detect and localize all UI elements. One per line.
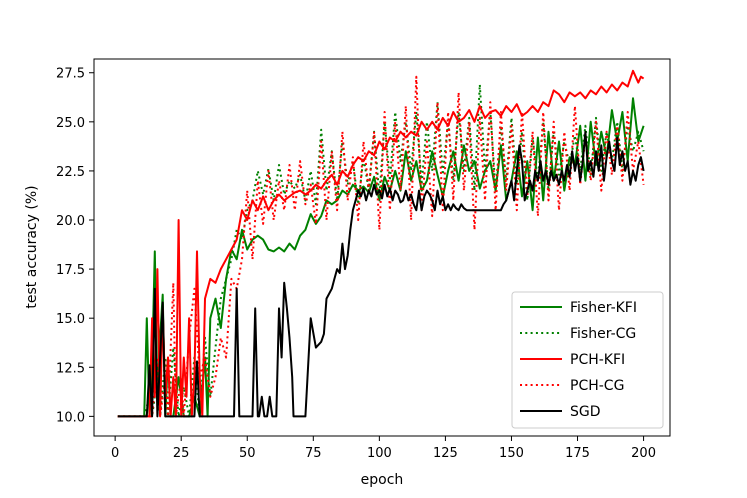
x-tick-label: 0	[111, 446, 119, 461]
y-axis-label: test accuracy (%)	[24, 185, 40, 308]
legend-label-sgd: SGD	[570, 404, 601, 420]
x-tick-label: 150	[499, 446, 524, 461]
series-layer	[117, 69, 645, 418]
y-tick-label: 12.5	[56, 361, 85, 376]
y-tick-label: 25.0	[56, 116, 85, 131]
legend-box	[511, 291, 664, 429]
y-tick-label: 15.0	[56, 312, 85, 327]
y-axis: 10.0 12.5 15.0 17.5 20.0 22.5 25.0 27.5	[56, 67, 94, 425]
x-axis: 0 25 50 75 100 125 150 175 200	[111, 436, 656, 461]
x-tick-label: 175	[565, 446, 590, 461]
x-tick-label: 200	[631, 446, 656, 461]
x-tick-label: 75	[305, 446, 322, 461]
legend-label-pch-cg: PCH-CG	[570, 378, 624, 394]
legend-label-fisher-kfi: Fisher-KFI	[570, 300, 637, 316]
y-tick-label: 17.5	[56, 263, 85, 278]
series-line-fisher-cg	[117, 83, 645, 418]
y-tick-label: 20.0	[56, 214, 85, 229]
y-tick-label: 27.5	[56, 67, 85, 82]
legend-label-fisher-cg: Fisher-CG	[570, 326, 636, 342]
x-tick-label: 125	[433, 446, 458, 461]
plot-frame	[93, 58, 671, 437]
y-tick-label: 22.5	[56, 165, 85, 180]
legend-label-pch-kfi: PCH-KFI	[570, 352, 625, 368]
x-tick-label: 25	[173, 446, 190, 461]
series-line-pch-kfi	[117, 69, 645, 418]
series-line-sgd	[117, 130, 645, 418]
legend: Fisher-KFI Fisher-CG PCH-KFI PCH-CG SGD	[511, 291, 664, 429]
x-axis-label: epoch	[361, 472, 404, 488]
x-tick-label: 50	[239, 446, 256, 461]
x-tick-label: 100	[367, 446, 392, 461]
y-tick-label: 10.0	[56, 410, 85, 425]
